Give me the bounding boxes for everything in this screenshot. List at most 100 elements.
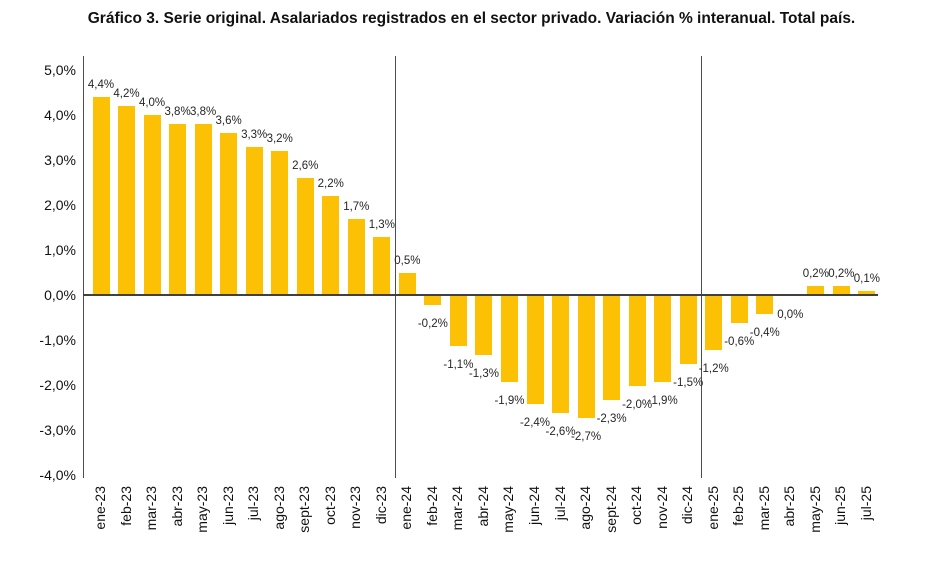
x-axis-category-label: ene-23 — [92, 486, 108, 530]
bar-value-label: 0,2% — [828, 268, 855, 280]
x-axis-category-label: mar-23 — [143, 486, 160, 531]
bar — [245, 146, 263, 295]
bar-value-label: 1,7% — [343, 200, 370, 213]
x-axis-category-label: abr-25 — [781, 486, 798, 527]
x-axis-category-label: ene-25 — [704, 486, 721, 530]
x-axis-category-label: jun-23 — [219, 486, 236, 525]
bar — [220, 133, 238, 295]
bar-value-label: 0,2% — [802, 268, 829, 280]
x-axis-category-label: feb-23 — [117, 486, 134, 526]
bar — [858, 290, 876, 295]
bar — [424, 296, 442, 305]
x-axis-category-label: dic-23 — [372, 486, 389, 525]
bar — [654, 296, 672, 382]
bar-value-label: -2,4% — [519, 417, 551, 429]
bar-value-label: 3,6% — [215, 115, 242, 127]
year-separator-line — [700, 56, 702, 478]
bar — [577, 296, 595, 418]
bar — [603, 296, 621, 400]
x-axis-category-label: feb-25 — [730, 486, 747, 526]
y-axis-tick-label: 5,0% — [44, 62, 76, 78]
x-axis-category-label: feb-24 — [423, 486, 440, 526]
bar-value-label: 3,8% — [164, 106, 191, 118]
zero-baseline — [83, 294, 878, 296]
y-axis-tick-label: 0,0% — [44, 287, 76, 303]
bar — [526, 296, 544, 404]
x-axis-category-label: oct-24 — [628, 486, 645, 525]
bar-value-label: -0,6% — [724, 336, 755, 348]
bar — [475, 296, 493, 355]
bar — [322, 196, 340, 295]
y-axis-tick-label: -3,0% — [39, 422, 76, 438]
bar — [832, 286, 850, 295]
y-axis-line — [83, 56, 84, 478]
bar-value-label: 2,2% — [317, 178, 344, 190]
bar — [347, 218, 365, 295]
y-axis-tick-label: -1,0% — [39, 332, 76, 348]
bar-value-label: 4,4% — [87, 79, 115, 91]
y-axis-tick-label: 2,0% — [44, 197, 76, 213]
bar — [628, 296, 646, 386]
bar — [449, 296, 467, 346]
bar-value-label: 3,3% — [241, 128, 268, 141]
bar — [143, 115, 161, 295]
bar-value-label: -1,9% — [494, 394, 525, 407]
bar-value-label: 0,5% — [394, 254, 421, 267]
y-axis-tick-label: -2,0% — [39, 377, 76, 393]
bar — [118, 106, 136, 295]
bar-value-label: 3,8% — [190, 106, 217, 118]
y-axis-tick-label: 1,0% — [44, 242, 76, 258]
bar-value-label: -2,7% — [571, 430, 602, 443]
x-axis-category-label: jun-24 — [526, 486, 542, 525]
bar-value-label: 4,2% — [113, 88, 140, 100]
bar — [398, 272, 416, 295]
bar — [194, 124, 212, 295]
x-axis-category-label: abr-24 — [474, 486, 491, 527]
bar-value-label: -2,3% — [596, 412, 627, 425]
bar — [807, 286, 825, 295]
bar-value-label: 0,0% — [777, 309, 804, 321]
x-axis-category-label: mar-25 — [755, 486, 772, 531]
bar-value-label: -1,5% — [673, 376, 704, 389]
x-axis-category-label: mar-24 — [449, 486, 466, 531]
x-axis-category-label: may-24 — [500, 486, 517, 533]
bar-value-label: -0,2% — [417, 318, 448, 330]
bar — [756, 296, 774, 314]
x-axis-category-label: abr-23 — [168, 486, 185, 527]
x-axis-category-label: may-25 — [806, 486, 823, 533]
bar — [705, 296, 723, 350]
x-axis-category-label: ago-24 — [577, 486, 594, 530]
bar-value-label: 4,0% — [138, 97, 166, 109]
bar-value-label: -1,2% — [698, 363, 729, 375]
bar-value-label: 2,6% — [292, 160, 319, 172]
x-axis-category-label: jul-25 — [857, 486, 874, 521]
bar — [679, 296, 697, 364]
bar — [730, 296, 748, 323]
bar — [500, 296, 518, 382]
bar — [373, 236, 391, 295]
y-axis-tick-label: 3,0% — [44, 152, 76, 168]
chart-title: Gráfico 3. Serie original. Asalariados r… — [87, 10, 856, 27]
bar-value-label: -0,4% — [749, 327, 780, 339]
y-axis-tick-label: -4,0% — [39, 467, 76, 483]
x-axis-category-label: jul-23 — [245, 486, 262, 521]
x-axis-category-label: sept-24 — [602, 486, 619, 533]
x-axis-category-label: may-23 — [194, 486, 211, 533]
bar-value-label: -1,1% — [443, 358, 474, 371]
x-axis-category-label: jul-24 — [551, 486, 568, 521]
x-axis-category-label: sept-23 — [296, 486, 313, 533]
bar-value-label: -1,9% — [647, 394, 678, 407]
year-separator-line — [394, 56, 396, 478]
bar-value-label: -2,0% — [622, 399, 653, 411]
x-axis-category-label: jun-25 — [832, 486, 849, 525]
bar-value-label: 1,3% — [368, 218, 395, 231]
x-axis-category-label: oct-23 — [321, 486, 338, 525]
y-axis-tick-label: 4,0% — [44, 107, 76, 123]
bar-value-label: -2,6% — [545, 426, 576, 438]
bar-value-label: 0,1% — [853, 272, 880, 285]
bar — [552, 296, 570, 413]
x-axis-category-label: ago-23 — [270, 486, 287, 530]
x-axis-category-label: nov-24 — [653, 486, 670, 529]
bar — [296, 178, 314, 295]
